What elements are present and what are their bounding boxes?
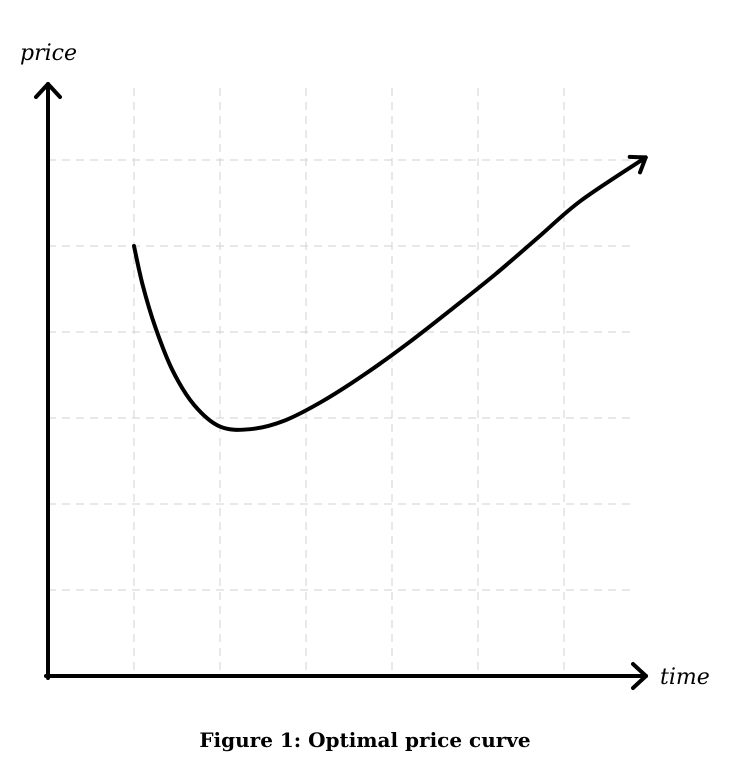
series — [132, 154, 648, 432]
x-axis-label: time — [660, 665, 710, 690]
y-axis-arrowhead — [34, 82, 62, 99]
x-axis-arrowhead — [631, 662, 648, 690]
price-curve — [132, 155, 648, 432]
y-axis-label: price — [20, 41, 77, 66]
price-chart: price time — [20, 41, 710, 690]
figure-caption: Figure 1: Optimal price curve — [199, 728, 531, 752]
grid — [48, 88, 636, 676]
axes — [34, 82, 648, 690]
price-curve-arrowhead — [627, 154, 648, 175]
